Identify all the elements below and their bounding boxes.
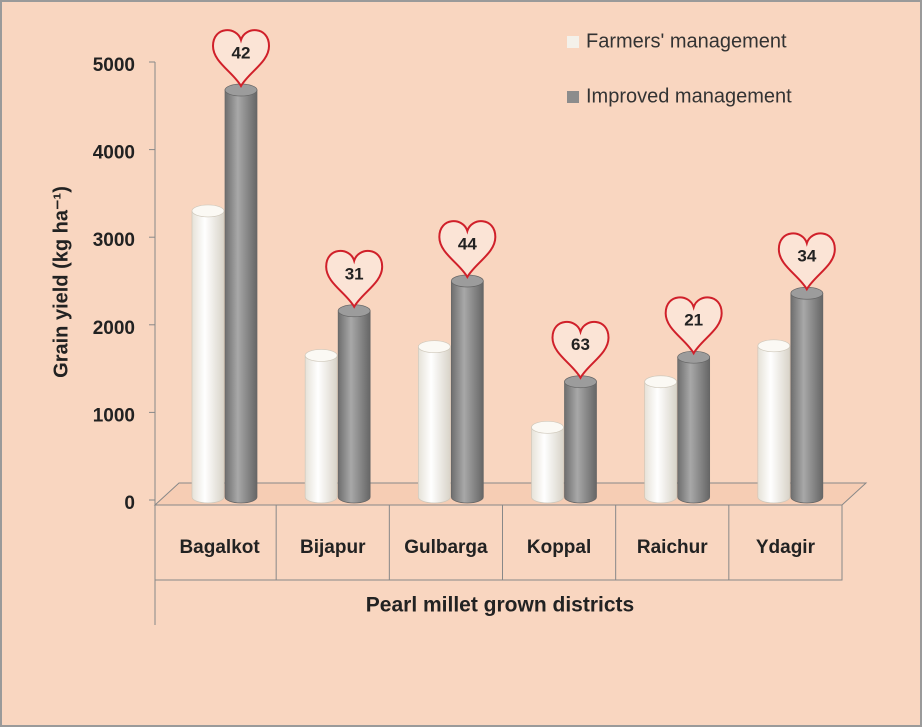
bar bbox=[304, 355, 338, 504]
bar bbox=[564, 381, 597, 504]
bar-top bbox=[531, 420, 564, 434]
bar bbox=[224, 89, 258, 504]
y-tick-label: 3000 bbox=[93, 230, 135, 251]
heart bbox=[438, 220, 497, 280]
heart bbox=[664, 296, 723, 356]
bar bbox=[450, 280, 484, 504]
annotation: 44 bbox=[458, 234, 477, 253]
bar-top bbox=[191, 204, 225, 218]
legend-label: Improved management bbox=[586, 85, 792, 107]
y-tick-label: 2000 bbox=[93, 318, 135, 339]
y-tick-label: 1000 bbox=[93, 405, 135, 426]
x-tick-label: Gulbarga bbox=[404, 537, 488, 558]
bar bbox=[337, 310, 371, 504]
annotation: 42 bbox=[232, 44, 251, 63]
annotation: 31 bbox=[345, 264, 364, 283]
annotation: 63 bbox=[571, 335, 590, 354]
bar bbox=[417, 346, 451, 504]
bar-top bbox=[304, 349, 338, 362]
heart bbox=[551, 320, 610, 380]
bar-top bbox=[644, 375, 678, 389]
annotation: 21 bbox=[684, 311, 703, 330]
y-tick-label: 5000 bbox=[93, 55, 135, 76]
y-axis-title: Grain yield (kg ha⁻¹) bbox=[50, 186, 72, 378]
y-tick-label: 4000 bbox=[93, 143, 135, 164]
bar bbox=[757, 345, 791, 504]
legend-label: Farmers' management bbox=[586, 30, 787, 52]
bar-top bbox=[757, 339, 791, 353]
category-frame bbox=[154, 505, 843, 625]
bar bbox=[677, 356, 711, 504]
x-tick-label: Bagalkot bbox=[179, 537, 260, 558]
y-tick-label: 0 bbox=[124, 493, 135, 514]
heart bbox=[325, 250, 384, 309]
x-tick-label: Bijapur bbox=[300, 537, 366, 558]
x-tick-label: Koppal bbox=[527, 537, 591, 558]
heart bbox=[777, 232, 836, 292]
bar bbox=[531, 426, 564, 504]
x-tick-label: Ydagir bbox=[756, 537, 816, 558]
heart bbox=[211, 29, 271, 89]
legend-swatch bbox=[567, 36, 579, 48]
bar bbox=[644, 381, 678, 504]
bar bbox=[191, 210, 225, 504]
legend-swatch bbox=[567, 91, 579, 103]
annotation: 34 bbox=[797, 247, 816, 266]
bar bbox=[790, 292, 824, 504]
x-tick-label: Raichur bbox=[637, 537, 708, 558]
x-axis-title: Pearl millet grown districts bbox=[366, 594, 634, 617]
bar-top bbox=[417, 340, 451, 354]
